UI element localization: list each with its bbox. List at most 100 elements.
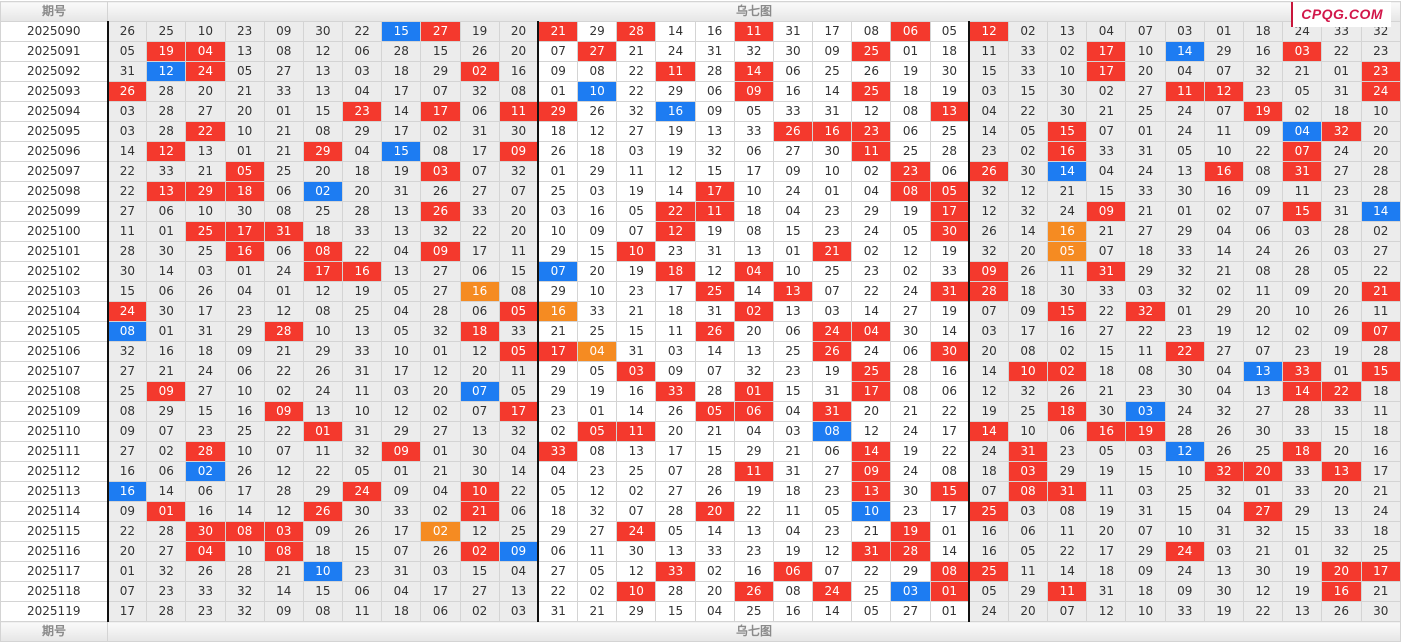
table-row: 2025104 24 30 17 23 12 08 25 04 28 06 05 16 33 21 18 31 0… — [0, 301, 1401, 322]
number-cell: 26 — [185, 281, 226, 302]
number-cell: 12 — [890, 241, 931, 262]
number-cell: 06 — [694, 81, 735, 102]
number-cell: 19 — [772, 541, 814, 562]
number-cell: 05 — [1007, 541, 1049, 562]
number-cell: 12 — [302, 41, 344, 62]
highlighted-number-cell: 11 — [733, 461, 774, 482]
number-cell: 18 — [185, 341, 226, 362]
number-cell: 16 — [929, 361, 971, 382]
highlighted-number-cell: 16 — [1047, 141, 1088, 162]
number-cell: 22 — [263, 361, 304, 382]
number-cell: 16 — [968, 521, 1009, 542]
number-cell: 12 — [263, 501, 304, 522]
highlighted-number-cell: 12 — [655, 221, 696, 242]
number-cell: 21 — [263, 141, 304, 162]
number-cell: 16 — [1203, 181, 1244, 202]
number-cell: 13 — [1164, 161, 1205, 182]
number-cell: 19 — [1282, 581, 1323, 602]
number-cell: 22 — [302, 461, 344, 482]
number-cell: 23 — [772, 361, 814, 382]
number-cell: 27 — [420, 281, 461, 302]
number-cell: 29 — [1047, 461, 1088, 482]
highlighted-number-cell: 22 — [1321, 381, 1362, 402]
number-cell: 03 — [537, 201, 579, 222]
number-cell: 27 — [263, 61, 304, 82]
highlighted-number-cell: 10 — [616, 241, 657, 262]
number-cell: 15 — [655, 601, 696, 622]
number-cell: 32 — [224, 601, 265, 622]
number-cell: 15 — [616, 321, 657, 342]
number-cell: 24 — [655, 41, 696, 62]
number-cell: 25 — [185, 241, 226, 262]
highlighted-number-cell: 17 — [694, 181, 735, 202]
site-logo[interactable]: CPQG.COM — [1291, 2, 1391, 27]
number-cell: 26 — [1321, 601, 1362, 622]
number-cell: 11 — [302, 441, 344, 462]
highlighted-number-cell: 11 — [851, 141, 892, 162]
highlighted-number-cell: 16 — [1203, 161, 1244, 182]
number-cell: 06 — [459, 101, 500, 122]
number-cell: 02 — [577, 581, 618, 602]
number-cell: 06 — [1242, 221, 1284, 242]
number-cell: 09 — [263, 21, 304, 42]
number-cell: 23 — [968, 141, 1009, 162]
number-cell: 09 — [812, 41, 853, 62]
highlighted-number-cell: 18 — [655, 261, 696, 282]
number-cell: 30 — [146, 241, 187, 262]
period-cell: 2025102 — [0, 261, 109, 282]
number-cell: 14 — [968, 361, 1009, 382]
number-cell: 23 — [812, 521, 853, 542]
highlighted-number-cell: 33 — [655, 561, 696, 582]
highlighted-number-cell: 25 — [968, 501, 1009, 522]
number-cell: 29 — [537, 281, 579, 302]
table-row: 2025103 15 06 26 04 01 12 19 05 27 16 08 29 10 23 17 25 1… — [0, 281, 1401, 302]
period-header[interactable]: 期号 — [0, 1, 108, 22]
number-cell: 01 — [1125, 121, 1166, 142]
number-cell: 23 — [1360, 41, 1401, 62]
number-cell: 10 — [1047, 61, 1088, 82]
number-cell: 14 — [694, 521, 735, 542]
highlighted-number-cell: 28 — [890, 541, 931, 562]
number-cell: 32 — [1164, 261, 1205, 282]
number-cell: 16 — [577, 201, 618, 222]
number-cell: 28 — [146, 601, 187, 622]
number-cell: 06 — [224, 361, 265, 382]
highlighted-number-cell: 22 — [185, 121, 226, 142]
number-cell: 19 — [342, 281, 383, 302]
number-cell: 30 — [890, 321, 931, 342]
number-cell: 28 — [1164, 421, 1205, 442]
number-cell: 10 — [224, 121, 265, 142]
number-cell: 29 — [381, 421, 422, 442]
number-cell: 15 — [1164, 501, 1205, 522]
number-cell: 14 — [851, 301, 892, 322]
number-cell: 09 — [1007, 301, 1049, 322]
highlighted-number-cell: 31 — [929, 281, 971, 302]
period-footer: 期号 — [0, 621, 108, 642]
number-cell: 24 — [890, 461, 931, 482]
number-cell: 24 — [1321, 141, 1362, 162]
number-cell: 23 — [890, 501, 931, 522]
number-cell: 04 — [694, 601, 735, 622]
number-cell: 14 — [929, 321, 971, 342]
highlighted-number-cell: 31 — [1047, 481, 1088, 502]
number-cell: 24 — [1164, 561, 1205, 582]
number-cell: 29 — [616, 601, 657, 622]
highlighted-number-cell: 26 — [733, 581, 774, 602]
number-cell: 11 — [342, 601, 383, 622]
number-cell: 11 — [1086, 481, 1127, 502]
highlighted-number-cell: 16 — [1047, 221, 1088, 242]
number-cell: 04 — [420, 481, 461, 502]
number-cell: 03 — [1125, 441, 1166, 462]
highlighted-number-cell: 18 — [1047, 401, 1088, 422]
number-cell: 31 — [1125, 501, 1166, 522]
period-cell: 2025099 — [0, 201, 109, 222]
number-cell: 33 — [1164, 601, 1205, 622]
number-cell: 21 — [224, 81, 265, 102]
table-row: 2025113 16 14 06 17 28 29 24 09 04 10 22 05 12 02 27 26 1… — [0, 481, 1401, 502]
number-cell: 15 — [1321, 421, 1362, 442]
number-cell: 29 — [1125, 541, 1166, 562]
number-cell: 18 — [537, 501, 579, 522]
number-cell: 20 — [1125, 61, 1166, 82]
number-cell: 08 — [106, 401, 148, 422]
highlighted-number-cell: 04 — [577, 341, 618, 362]
